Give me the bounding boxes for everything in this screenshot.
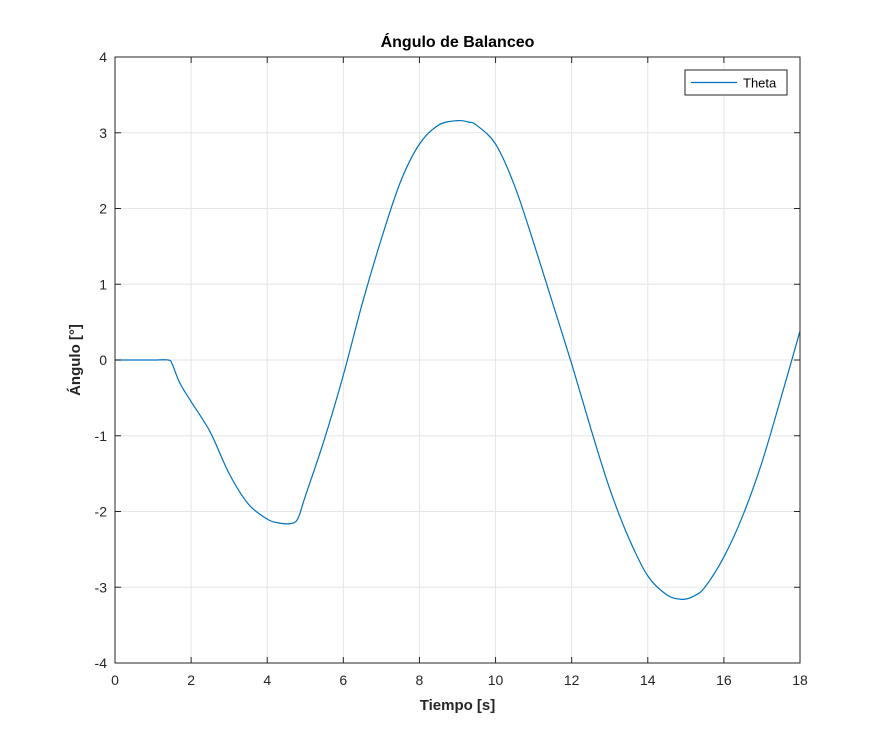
y-tick-label: 1 (99, 276, 107, 292)
y-tick-label: -3 (95, 579, 108, 595)
x-tick-label: 10 (488, 672, 504, 688)
y-tick-label: 0 (99, 352, 107, 368)
x-tick-labels: 0 2 4 6 8 10 12 14 16 18 (111, 672, 808, 688)
x-tick-label: 2 (187, 672, 195, 688)
y-axis-title: Ángulo [°] (67, 324, 84, 396)
x-tick-label: 16 (716, 672, 732, 688)
x-tick-label: 8 (416, 672, 424, 688)
tick-marks (114, 56, 801, 664)
series-layer (115, 119, 801, 600)
legend-label-theta: Theta (743, 76, 777, 91)
x-tick-label: 18 (792, 672, 808, 688)
x-axis-title: Tiempo [s] (420, 697, 496, 714)
x-tick-label: 12 (564, 672, 580, 688)
series-line-theta (115, 119, 801, 600)
y-tick-label: 2 (99, 201, 107, 217)
legend: Theta (684, 69, 788, 96)
y-tick-label: -1 (95, 428, 108, 444)
x-tick-label: 4 (263, 672, 271, 688)
x-tick-label: 6 (339, 672, 347, 688)
x-tick-label: 14 (640, 672, 656, 688)
y-tick-label: -4 (95, 655, 108, 671)
y-tick-label: 3 (99, 125, 107, 141)
x-tick-label: 0 (111, 672, 119, 688)
y-tick-label: 4 (99, 49, 107, 65)
y-tick-label: -2 (95, 504, 108, 520)
y-tick-labels: -4 -3 -2 -1 0 1 2 3 4 (95, 49, 108, 671)
chart-title: Ángulo de Balanceo (381, 32, 535, 51)
